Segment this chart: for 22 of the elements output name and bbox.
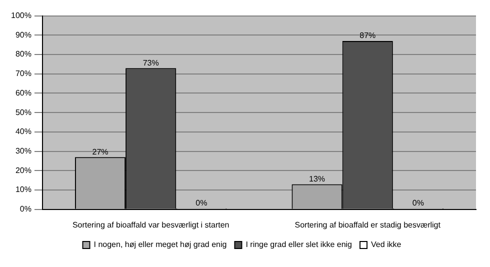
y-tick-label: 80%: [15, 50, 32, 59]
data-label: 27%: [92, 147, 108, 156]
data-label: 87%: [360, 31, 376, 40]
data-label: 0%: [412, 198, 424, 208]
y-tick-label: 100%: [10, 11, 32, 20]
y-tick-label: 90%: [15, 30, 32, 40]
y-tick-label: 0%: [20, 204, 32, 214]
y-tick-label: 60%: [15, 88, 32, 98]
x-tick-label: Sortering af bioaffald var besværligt i starten: [72, 220, 230, 230]
legend-label: I ringe grad eller slet ikke enig: [246, 240, 352, 250]
y-tick-label: 50%: [15, 108, 32, 117]
data-label: 13%: [309, 174, 326, 184]
y-tick-label: 40%: [15, 127, 32, 136]
x-tick-label: Sortering af bioaffald er stadig besværligt: [294, 220, 442, 230]
data-label: 0%: [196, 198, 208, 208]
y-tick-label: 30%: [15, 146, 32, 156]
legend-label: I nogen, høj eller meget høj grad enig: [94, 240, 227, 250]
y-tick-label: 70%: [15, 69, 32, 78]
y-tick-label: 10%: [15, 185, 32, 194]
y-tick-label: 20%: [15, 166, 32, 175]
legend-label: Ved ikke: [371, 240, 402, 250]
data-label: 73%: [142, 58, 159, 68]
